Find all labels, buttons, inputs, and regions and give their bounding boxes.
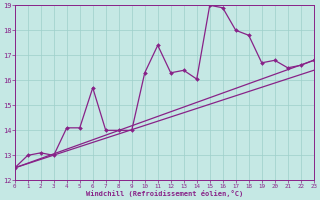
X-axis label: Windchill (Refroidissement éolien,°C): Windchill (Refroidissement éolien,°C) xyxy=(86,190,243,197)
